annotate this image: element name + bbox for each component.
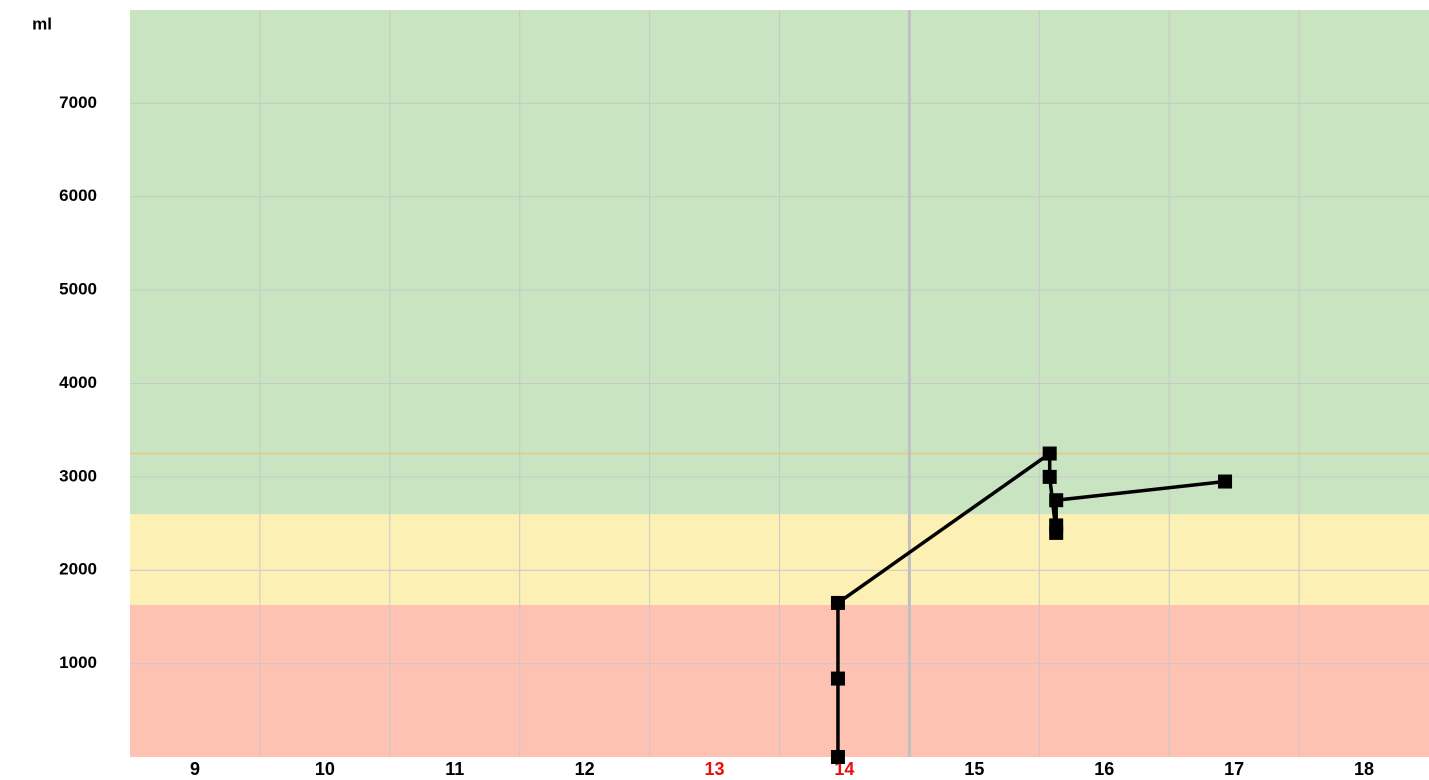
y-tick-label: 6000 <box>59 186 97 205</box>
x-tick-label: 16 <box>1094 759 1114 779</box>
x-tick-label: 11 <box>445 759 464 779</box>
y-tick-label: 1000 <box>59 653 97 672</box>
x-tick-label: 13 <box>705 759 725 779</box>
y-axis-label: ml <box>32 14 52 33</box>
x-tick-label: 18 <box>1354 759 1374 779</box>
x-tick-label: 17 <box>1224 759 1244 779</box>
data-point <box>1049 493 1064 508</box>
data-point <box>1042 469 1057 484</box>
y-tick-label: 5000 <box>59 280 97 299</box>
x-tick-label: 12 <box>575 759 595 779</box>
y-tick-label: 2000 <box>59 560 97 579</box>
x-tick-label: 9 <box>190 759 200 779</box>
data-point <box>1218 474 1233 489</box>
data-point <box>830 671 845 686</box>
y-tick-label: 4000 <box>59 373 97 392</box>
data-point <box>1049 518 1064 533</box>
y-tick-label: 7000 <box>59 93 97 112</box>
x-tick-label: 15 <box>964 759 984 779</box>
x-tick-label: 10 <box>315 759 335 779</box>
data-point <box>830 750 845 764</box>
y-tick-label: 3000 <box>59 466 97 485</box>
data-point <box>1042 446 1057 461</box>
data-point <box>830 595 845 610</box>
